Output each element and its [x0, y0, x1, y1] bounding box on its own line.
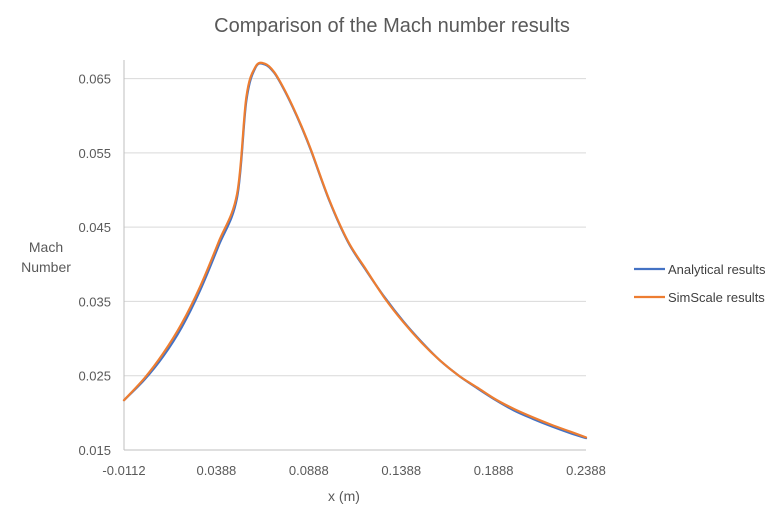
y-tick-labels: 0.015 0.025 0.035 0.045 0.055 0.065 — [78, 72, 111, 458]
legend-label-analytical: Analytical results — [668, 262, 766, 277]
x-tick-label: 0.0888 — [289, 463, 329, 478]
y-tick-label: 0.025 — [78, 369, 111, 384]
x-tick-label: -0.0112 — [102, 463, 145, 478]
series-lines — [122, 61, 588, 440]
x-tick-label: 0.1388 — [381, 463, 421, 478]
x-tick-labels: -0.0112 0.0388 0.0888 0.1388 0.1888 0.2388 — [102, 463, 605, 478]
grid-lines — [124, 78, 586, 377]
x-tick-label: 0.0388 — [197, 463, 237, 478]
y-axis-label-line1: Mach — [29, 239, 63, 255]
y-tick-label: 0.055 — [78, 146, 111, 161]
x-axis-label: x (m) — [328, 488, 360, 504]
x-tick-label: 0.1888 — [474, 463, 514, 478]
y-tick-label: 0.065 — [78, 72, 111, 87]
y-tick-label: 0.045 — [78, 220, 111, 235]
chart-title: Comparison of the Mach number results — [214, 15, 570, 37]
legend-label-simscale: SimScale results — [668, 290, 765, 305]
y-tick-label: 0.015 — [78, 443, 111, 458]
y-axis-label-line2: Number — [21, 259, 71, 275]
series-line-simscale — [122, 61, 588, 439]
series-line-analytical — [122, 62, 588, 440]
axes — [123, 60, 586, 451]
y-tick-label: 0.035 — [78, 294, 111, 309]
legend: Analytical results SimScale results — [634, 262, 766, 305]
x-tick-label: 0.2388 — [566, 463, 606, 478]
